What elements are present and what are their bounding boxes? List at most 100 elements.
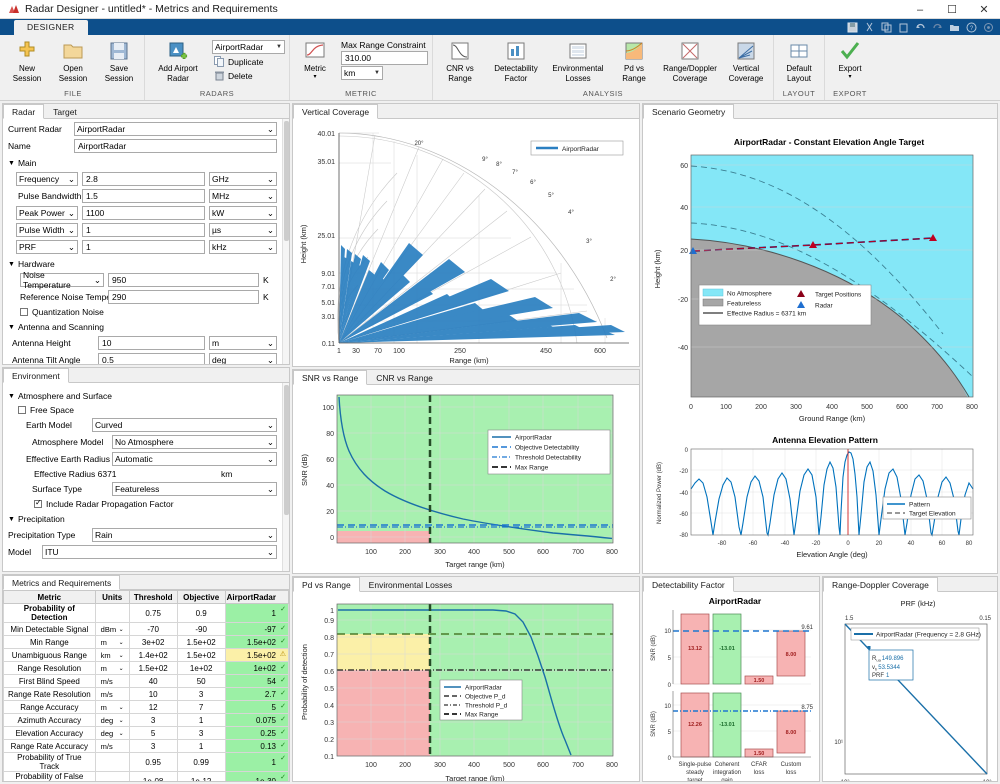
maximize-button[interactable]: ☐ [947,4,957,16]
metric-units-cell[interactable]: deg ⌄ [94,713,130,727]
pulse-width-input[interactable]: 1 [82,223,205,237]
propagation-factor-checkbox[interactable] [34,498,42,508]
section-atmosphere-surface[interactable]: ▼ Atmosphere and Surface [8,391,277,401]
close-button[interactable]: ✕ [979,4,989,16]
tab-scenario-geometry[interactable]: Scenario Geometry [643,104,735,119]
settings-icon[interactable] [983,22,994,33]
earth-model-select[interactable]: Curved ⌄ [92,418,277,432]
section-main[interactable]: ▼ Main [8,158,277,168]
metric-units-cell[interactable]: km ⌄ [94,648,130,662]
metric-threshold[interactable]: 0.95 [128,752,178,772]
table-row[interactable]: Range Accuracy m ⌄ 12 7 5 ✓ [3,700,289,714]
copy-icon[interactable] [881,22,892,33]
save-icon[interactable] [847,22,858,33]
metric-units-cell[interactable]: m ⌄ [94,700,130,714]
precipitation-model-select[interactable]: ITU ⌄ [42,545,277,559]
table-row[interactable]: Range Resolution m ⌄ 1.5e+02 1e+02 1e+02 ✓ [3,661,289,675]
metric-objective[interactable]: 3 [176,726,226,740]
delete-radar-button[interactable]: Delete [212,69,285,82]
detectability-factor-button[interactable]: Detectability Factor [485,38,547,84]
metric-threshold[interactable]: 1.5e+02 [128,661,178,675]
max-range-constraint-input[interactable]: 310.00 [341,51,428,65]
metric-objective[interactable]: 1 [176,713,226,727]
metric-objective[interactable]: 50 [176,674,226,688]
surface-type-select[interactable]: Featureless ⌄ [112,482,277,496]
free-space-row[interactable]: Free Space [8,405,277,415]
table-row[interactable]: Range Rate Accuracy m/s 3 1 0.13 ✓ [3,739,289,753]
metric-units-cell[interactable]: m ⌄ [94,635,130,649]
effective-earth-radius-select[interactable]: Automatic ⌄ [112,452,277,466]
table-row[interactable]: Probability of Detection 0.75 0.9 1 ✓ [3,603,289,623]
pulse-width-param-select[interactable]: Pulse Width ⌄ [16,223,78,237]
metric-threshold[interactable]: 1e-08 [128,771,178,781]
metric-threshold[interactable]: 0.75 [128,603,178,623]
folder-icon[interactable] [949,22,960,33]
peak-power-param-select[interactable]: Peak Power ⌄ [16,206,78,220]
metric-threshold[interactable]: 40 [128,674,178,688]
propagation-factor-row[interactable]: Include Radar Propagation Factor [8,498,277,509]
tab-vertical-coverage[interactable]: Vertical Coverage [293,104,379,119]
metric-objective[interactable]: -90 [176,622,226,636]
radar-panel-scrollbar[interactable] [282,119,289,364]
noise-temperature-input[interactable]: 950 [108,273,259,287]
tab-range-doppler-coverage[interactable]: Range-Doppler Coverage [823,577,938,592]
metric-threshold[interactable]: 5 [128,726,178,740]
new-session-button[interactable]: New Session [4,38,50,84]
reference-noise-temperature-input[interactable]: 290 [108,290,259,304]
metric-threshold[interactable]: 3 [128,713,178,727]
export-button[interactable]: Export ▾ [827,38,873,83]
noise-temperature-param-select[interactable]: Noise Temperature ⌄ [20,270,104,290]
table-row[interactable]: Min Detectable Signal dBm ⌄ -70 -90 -97 ✓ [3,622,289,636]
environmental-losses-button[interactable]: Environmental Losses [547,38,609,84]
tab-pd-vs-range[interactable]: Pd vs Range [293,577,360,592]
radar-panel-scroll-thumb[interactable] [284,121,289,241]
metric-threshold[interactable]: 3 [128,739,178,753]
metric-threshold[interactable]: 12 [128,700,178,714]
table-row[interactable]: Unambiguous Range km ⌄ 1.4e+02 1.5e+02 1.5e+0… [3,648,289,662]
metric-objective[interactable]: 7 [176,700,226,714]
metric-objective[interactable]: 1 [176,739,226,753]
table-row[interactable]: Elevation Accuracy deg ⌄ 5 3 0.25 ✓ [3,726,289,740]
precipitation-type-select[interactable]: Rain ⌄ [92,528,277,542]
tab-environment[interactable]: Environment [3,368,69,383]
paste-icon[interactable] [898,22,909,33]
quantization-noise-row[interactable]: Quantization Noise [8,307,277,317]
frequency-input[interactable]: 2.8 [82,172,205,186]
table-row[interactable]: First Blind Speed m/s 40 50 54 ✓ [3,674,289,688]
metric-button[interactable]: Metric ▾ [292,38,338,83]
current-radar-select[interactable]: AirportRadar ⌄ [74,122,277,136]
prf-param-select[interactable]: PRF ⌄ [16,240,78,254]
metric-objective[interactable]: 1.5e+02 [176,648,226,662]
metric-objective[interactable]: 1e+02 [176,661,226,675]
undo-icon[interactable] [915,22,926,33]
tab-radar[interactable]: Radar [3,104,45,119]
peak-power-input[interactable]: 1100 [82,206,205,220]
vertical-coverage-button[interactable]: Vertical Coverage [721,38,771,84]
metric-units-cell[interactable]: dBm ⌄ [94,622,130,636]
tab-target[interactable]: Target [53,107,77,117]
tab-cnr-vs-range[interactable]: CNR vs Range [376,373,433,383]
tab-snr-vs-range[interactable]: SNR vs Range [293,370,368,385]
pd-vs-range-button[interactable]: Pd vs Range [609,38,659,84]
antenna-tilt-input[interactable]: 0.5 [98,353,205,364]
metric-units-cell[interactable]: m ⌄ [94,661,130,675]
frequency-units-select[interactable]: GHz ⌄ [209,172,277,186]
radar-select[interactable]: AirportRadar ▼ [212,40,285,54]
section-hardware[interactable]: ▼ Hardware [8,259,277,269]
atmosphere-model-select[interactable]: No Atmosphere ⌄ [112,435,277,449]
metric-threshold[interactable]: 1.4e+02 [128,648,178,662]
open-session-button[interactable]: Open Session [50,38,96,84]
section-precipitation[interactable]: ▼ Precipitation [8,514,277,524]
add-airport-radar-button[interactable]: Add Airport Radar [147,38,209,84]
metric-objective[interactable]: 0.99 [176,752,226,772]
table-row[interactable]: Range Rate Resolution m/s 10 3 2.7 ✓ [3,687,289,701]
radar-name-input[interactable]: AirportRadar [74,139,277,153]
table-row[interactable]: Min Range m ⌄ 3e+02 1.5e+02 1.5e+02 ✓ [3,635,289,649]
section-antenna-scanning[interactable]: ▼ Antenna and Scanning [8,322,277,332]
antenna-height-input[interactable]: 10 [98,336,205,350]
prf-units-select[interactable]: kHz ⌄ [209,240,277,254]
tab-designer[interactable]: DESIGNER [14,20,88,35]
tab-metrics-requirements[interactable]: Metrics and Requirements [3,575,121,590]
environment-panel-scroll-thumb[interactable] [284,385,289,515]
save-session-button[interactable]: Save Session [96,38,142,84]
